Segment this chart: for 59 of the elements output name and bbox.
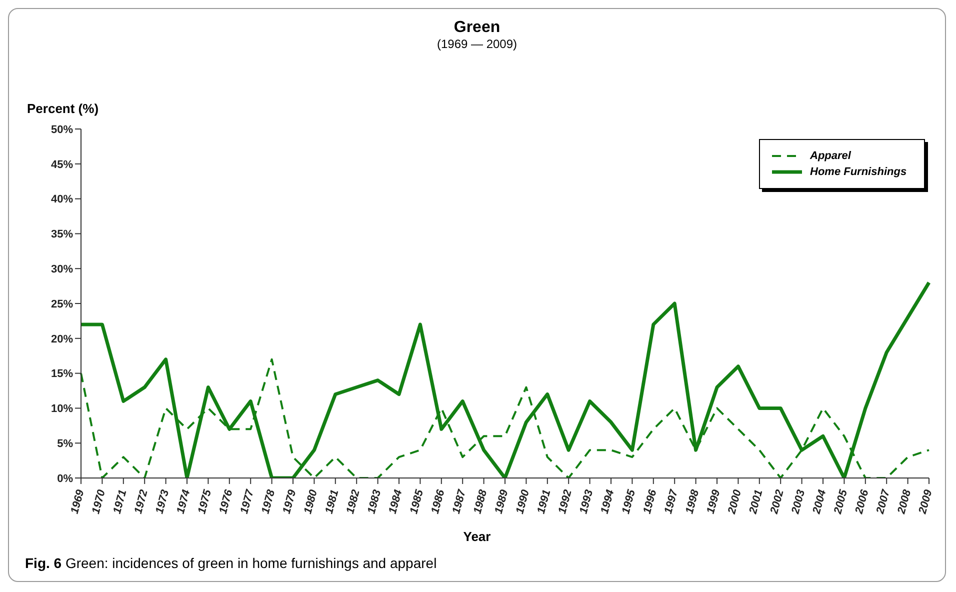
x-tick-label: 1978 — [260, 488, 278, 516]
x-tick-label: 1998 — [684, 488, 702, 516]
y-tick-label: 20% — [50, 333, 74, 346]
x-tick-label: 1992 — [556, 488, 574, 516]
x-tick-label: 1983 — [366, 488, 384, 516]
x-tick-label: 1991 — [535, 488, 554, 516]
y-tick-label: 5% — [57, 438, 74, 450]
x-tick-label: 1999 — [704, 488, 724, 516]
x-tick-label: 1985 — [408, 488, 426, 516]
y-tick-label: 50% — [50, 124, 74, 136]
x-tick-label: 2001 — [747, 488, 766, 516]
x-tick-label: 1972 — [132, 488, 150, 516]
x-tick-label: 1997 — [662, 488, 681, 516]
x-tick-label: 2000 — [726, 488, 744, 516]
y-tick-label: 35% — [50, 228, 74, 241]
x-tick-label: 1974 — [174, 488, 193, 516]
y-tick-label: 25% — [50, 298, 74, 310]
x-tick-label: 1987 — [450, 488, 469, 516]
x-tick-label: 1977 — [238, 488, 257, 516]
y-tick-label: 45% — [50, 158, 74, 171]
x-tick-label: 2006 — [853, 488, 872, 516]
x-tick-label: 2004 — [810, 488, 829, 516]
y-tick-label: 40% — [50, 194, 74, 206]
x-tick-label: 1970 — [90, 488, 108, 516]
y-tick-label: 10% — [50, 403, 74, 416]
legend-label: Home Furnishings — [810, 166, 907, 178]
x-tick-label: 1981 — [323, 488, 342, 516]
x-tick-label: 1975 — [196, 488, 214, 516]
x-tick-label: 2008 — [895, 488, 914, 516]
x-axis-title: Year — [462, 529, 492, 544]
y-tick-label: 15% — [50, 368, 74, 380]
caption: Fig. 6 Green: incidences of green in home furnishings and apparel — [25, 555, 437, 571]
x-tick-label: 1995 — [620, 488, 638, 516]
x-tick-label: 2009 — [916, 488, 936, 516]
x-tick-label: 2003 — [789, 488, 808, 516]
y-tick-label: 30% — [50, 264, 74, 276]
x-tick-label: 1994 — [598, 488, 617, 516]
chart-subtitle: (1969 — 2009) — [436, 37, 518, 51]
x-tick-label: 1969 — [68, 488, 88, 516]
x-tick-label: 2005 — [832, 488, 850, 516]
x-tick-label: 1988 — [472, 488, 490, 516]
x-tick-label: 1993 — [578, 488, 596, 516]
x-tick-label: 1976 — [217, 488, 236, 516]
x-tick-label: 1982 — [344, 488, 362, 516]
x-tick-label: 1979 — [280, 488, 300, 516]
x-tick-label: 1986 — [429, 488, 448, 516]
x-tick-label: 1989 — [492, 488, 512, 516]
legend-label: Apparel — [810, 150, 851, 162]
x-tick-label: 1990 — [514, 488, 532, 516]
x-tick-label: 1971 — [111, 488, 130, 516]
y-tick-label: 0% — [57, 472, 74, 485]
x-tick-label: 2007 — [874, 488, 893, 516]
x-tick-label: 1973 — [154, 488, 172, 516]
x-tick-label: 1984 — [386, 488, 405, 516]
x-tick-label: 2002 — [768, 488, 786, 516]
x-tick-label: 1980 — [302, 488, 320, 516]
x-tick-label: 1996 — [641, 488, 660, 516]
chart-title: Green — [452, 19, 502, 37]
y-axis-title: Percent (%) — [27, 101, 99, 116]
